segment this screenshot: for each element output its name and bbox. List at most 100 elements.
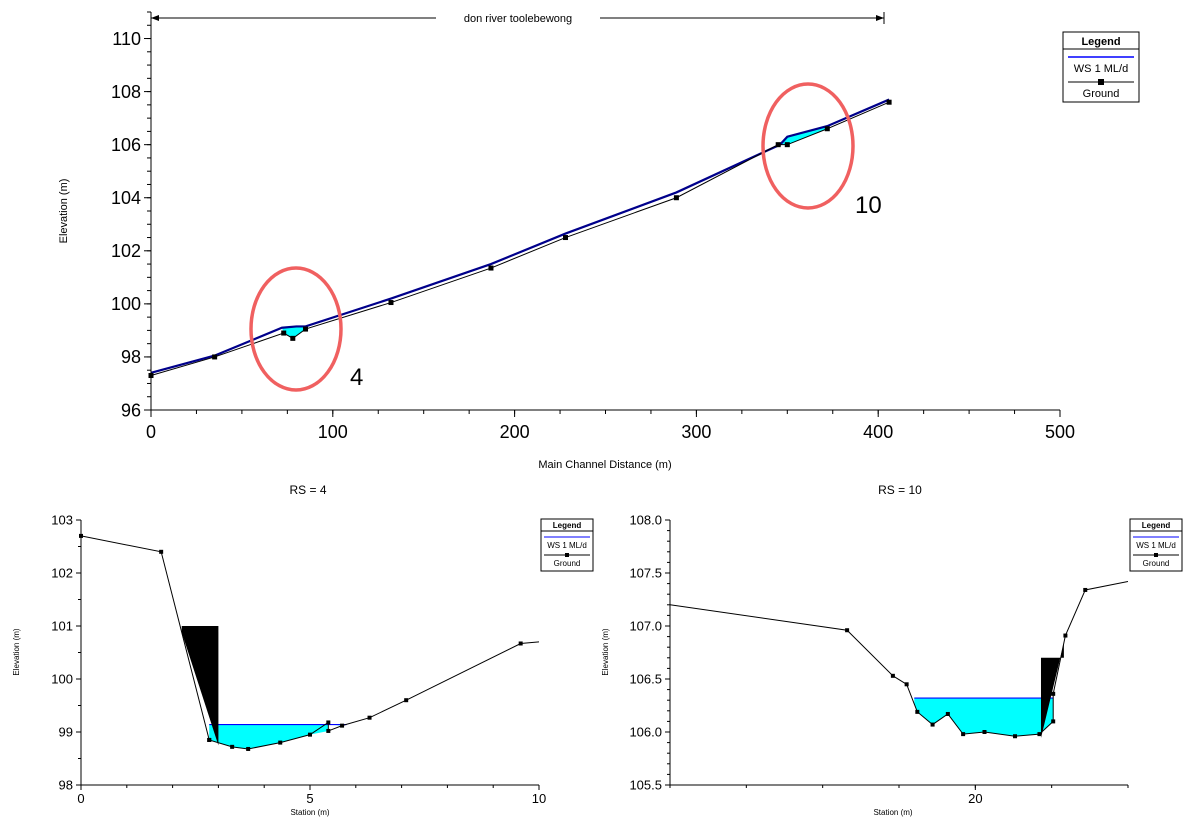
xs10-legend-ground-label: Ground: [1143, 559, 1170, 568]
profile-y-tick-label-5: 106: [111, 135, 141, 155]
annotation-label-rs10: 10: [855, 192, 882, 219]
xs4-levee: [181, 626, 219, 746]
profile-x-tick-label-5: 500: [1045, 422, 1075, 442]
xs4-ground-line: [81, 535, 539, 750]
xs4-ground-point: [326, 720, 331, 725]
xs4-ground-point: [308, 732, 312, 737]
xs10-water-fill: [914, 698, 1054, 737]
profile-ground-point: [290, 335, 296, 341]
profile-ground-point: [388, 300, 394, 306]
xs10-x-axis-label: Station (m): [873, 808, 912, 817]
profile-ground-point: [488, 265, 494, 271]
annotation-circle-rs4: [249, 266, 343, 392]
xs10-ground-point: [1037, 732, 1042, 737]
xs4-legend-ground-label: Ground: [554, 559, 581, 568]
xs4-ground-point: [340, 723, 345, 728]
xs10-ground-point: [945, 711, 950, 716]
xs10-y-tick-label-2: 106.5: [629, 672, 662, 687]
profile-ground-point: [886, 99, 892, 105]
xs10-legend: Legend WS 1 ML/d Ground: [1129, 518, 1183, 572]
reach-label: don river toolebewong: [464, 13, 572, 25]
xs4-ground-point: [246, 746, 251, 751]
profile-water-fill-rs10: [778, 126, 828, 145]
profile-y-tick-label-4: 104: [111, 188, 141, 208]
profile-ground-point: [563, 235, 569, 241]
annotation-circle-rs10: [761, 82, 855, 210]
xs4-x-tick-label-0: 0: [77, 791, 84, 806]
xs4-y-tick-label-2: 100: [51, 672, 73, 687]
profile-y-tick-label-6: 108: [111, 82, 141, 102]
xs10-ground-point: [915, 709, 920, 714]
xs4-ground-point: [367, 715, 372, 720]
profile-ws-line: [150, 98, 890, 374]
xs10-levee: [1040, 642, 1064, 739]
cross-section-rs10: RS = 10 20 105.5 106.0 106.5 107.0 107.5 108.0…: [601, 483, 1183, 817]
profile-ground-point: [212, 354, 218, 360]
profile-x-tick-label-4: 400: [863, 422, 893, 442]
xs10-legend-title: Legend: [1142, 521, 1171, 530]
annotation-label-rs4: 4: [350, 364, 363, 391]
profile-y-axis-label: Elevation (m): [58, 179, 70, 244]
xs4-y-axis-label: Elevation (m): [12, 628, 21, 675]
xs10-ground-point: [1051, 719, 1056, 724]
profile-y-tick-label-0: 96: [121, 400, 141, 420]
xs10-ground-point: [961, 732, 966, 737]
reach-bracket: don river toolebewong: [150, 12, 885, 25]
profile-ground-point: [784, 142, 790, 148]
xs10-title: RS = 10: [878, 483, 922, 497]
profile-legend-ws-label: WS 1 ML/d: [1074, 63, 1128, 75]
xs10-ground-point: [930, 722, 935, 727]
profile-x-tick-label-1: 100: [318, 422, 348, 442]
profile-ground-point: [673, 195, 679, 201]
xs4-y-tick-label-0: 98: [59, 778, 73, 793]
xs10-ground-point: [1063, 633, 1068, 638]
xs4-y-tick-label-4: 102: [51, 566, 73, 581]
xs10-ground-point: [982, 730, 987, 734]
xs4-ground-point: [404, 698, 409, 703]
xs4-ground-point: [207, 737, 212, 742]
profile-y-tick-label-2: 100: [111, 294, 141, 314]
xs4-x-axis-label: Station (m): [290, 808, 329, 817]
xs4-water-fill: [209, 724, 347, 749]
profile-ground-point: [775, 142, 781, 148]
xs4-ground-point: [278, 740, 283, 745]
xs4-x-tick-label-1: 5: [306, 791, 313, 806]
profile-ground-point: [281, 330, 287, 336]
profile-x-tick-label-3: 300: [681, 422, 711, 442]
xs10-ground-point: [1051, 691, 1056, 696]
xs4-title: RS = 4: [289, 483, 326, 497]
profile-x-axis-label: Main Channel Distance (m): [538, 459, 671, 471]
profile-y-tick-label-3: 102: [111, 241, 141, 261]
xs10-y-tick-label-4: 107.5: [629, 566, 662, 581]
xs4-legend-ws-label: WS 1 ML/d: [547, 541, 587, 550]
xs10-ground-point: [845, 628, 850, 633]
xs4-legend: Legend WS 1 ML/d Ground: [540, 518, 594, 572]
profile-legend-title: Legend: [1081, 36, 1120, 48]
xs4-y-tick-label-3: 101: [51, 619, 73, 634]
xs10-y-axis-label: Elevation (m): [601, 628, 610, 675]
xs4-y-tick-label-1: 99: [59, 725, 73, 740]
xs10-y-tick-label-5: 108.0: [629, 513, 662, 528]
xs10-ground-point: [1083, 587, 1088, 592]
profile-x-tick-label-0: 0: [146, 422, 156, 442]
xs4-ground-point: [159, 549, 164, 554]
xs10-y-tick-label-1: 106.0: [629, 725, 662, 740]
profile-y-tick-label-1: 98: [121, 347, 141, 367]
xs10-ground-point: [904, 682, 909, 687]
profile-legend: Legend WS 1 ML/d Ground: [1062, 31, 1140, 103]
profile-y-tick-label-7: 110: [112, 29, 141, 49]
xs10-x-tick-label-0: 20: [968, 791, 982, 806]
xs10-y-tick-label-3: 107.0: [629, 619, 662, 634]
profile-ground-point: [303, 326, 309, 332]
xs4-ground-point: [230, 744, 235, 749]
xs10-ground-point: [890, 673, 895, 678]
xs4-legend-title: Legend: [553, 521, 582, 530]
profile-x-tick-label-2: 200: [500, 422, 530, 442]
xs4-ground-point: [326, 728, 331, 733]
profile-ground-point: [824, 126, 830, 132]
xs4-x-tick-label-2: 10: [532, 791, 546, 806]
xs4-y-tick-label-5: 103: [51, 513, 73, 528]
